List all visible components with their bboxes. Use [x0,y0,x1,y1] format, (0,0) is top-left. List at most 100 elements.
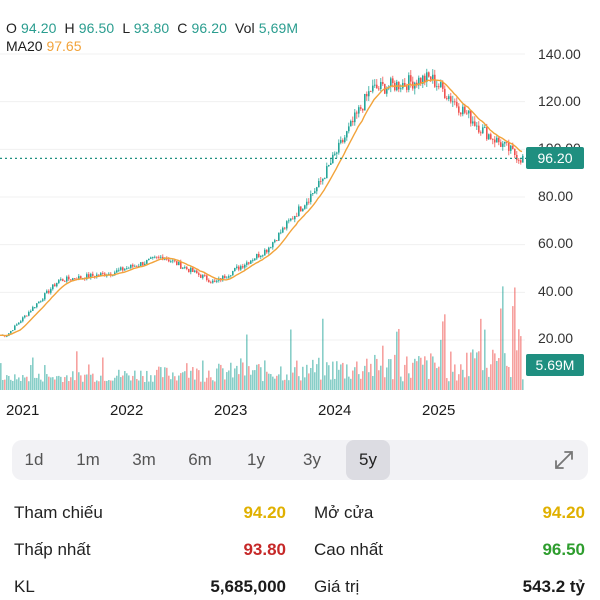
volume-bar [372,375,374,390]
y-tick-label: 20.00 [538,330,574,346]
volume-bar [24,377,26,390]
candle-body [456,101,458,107]
volume-bar [512,306,514,390]
volume-bar [136,379,138,390]
candle-body [482,127,484,134]
tab-3y[interactable]: 3y [303,450,321,469]
volume-bar [510,377,512,390]
candle-body [360,107,362,109]
candle-body [372,85,374,92]
volume-bar [416,361,418,390]
tab-6m[interactable]: 6m [188,450,212,469]
candle-body [184,267,186,268]
candle-body [146,260,148,264]
candle-body [188,269,190,273]
chart-canvas[interactable] [0,0,600,400]
volume-bar [12,380,14,390]
candle-body [282,227,284,233]
candle-body [466,112,468,114]
volume-bar [206,377,208,390]
ref-value: 94.20 [243,503,286,522]
volume-bar [88,364,90,390]
candle-body [72,278,74,281]
volume-bar [266,371,268,390]
candle-body [288,220,290,222]
volume-bar [230,362,232,390]
volume-bar [374,354,376,390]
low-key: L [122,20,130,36]
candle-body [434,74,436,87]
volume-bar [456,380,458,390]
candle-body [326,166,328,179]
candle-body [376,84,378,89]
volume-bar [182,372,184,390]
volume-bar [200,381,202,390]
volume-bar [272,376,274,390]
candle-body [250,260,252,264]
candle-body [208,280,210,283]
volume-bar [14,374,16,390]
volume-bar [154,375,156,390]
volume-bar [360,378,362,390]
low-stat-value: 93.80 [243,540,286,559]
candle-body [502,143,504,147]
volume-bar [94,381,96,390]
volume-bar [492,349,494,390]
candle-body [160,256,162,258]
candle-body [290,218,292,221]
candle-body [350,120,352,127]
volume-bar [122,375,124,390]
volume-bar [430,353,432,390]
tab-1m[interactable]: 1m [76,450,100,469]
volume-bar [174,376,176,390]
volume-bar [358,374,360,390]
volume-bar [392,379,394,390]
candle-body [118,269,120,271]
y-tick-label: 120.00 [538,93,581,109]
candle-body [48,290,50,293]
volume-bar [102,357,104,390]
volume-bar [142,376,144,390]
tab-1y[interactable]: 1y [247,450,265,469]
volume-bar [132,375,134,390]
expand-icon[interactable] [552,448,576,472]
candle-body [204,275,206,276]
candle-body [428,72,430,77]
volume-bar [344,378,346,390]
tab-5y[interactable]: 5y [346,440,390,480]
volume-bar [172,372,174,390]
tab-1d[interactable]: 1d [24,450,44,469]
price-chart[interactable]: O 94.20 H 96.50 L 93.80 C 96.20 Vol 5,69… [0,0,600,419]
volume-bar [242,362,244,390]
volume-bar [400,376,402,390]
volume-bar [204,381,206,390]
volume-bar [96,380,98,390]
volume-bar [104,380,106,390]
candle-body [194,270,196,272]
candle-body [400,88,402,90]
volume-bar [522,379,524,390]
volume-bar [128,375,130,390]
candle-body [164,258,166,260]
volume-bar [32,357,34,390]
volume-bar [432,356,434,390]
candle-body [308,201,310,203]
candle-body [516,154,518,161]
volume-bar [28,381,30,390]
candle-body [244,264,246,268]
candle-body [36,303,38,308]
candle-body [176,261,178,266]
high-value: 96.50 [78,20,115,36]
candle-body [332,154,334,164]
candle-body [418,77,420,86]
volume-bar [198,370,200,390]
tab-3m[interactable]: 3m [132,450,156,469]
volume-bar [150,375,152,390]
candle-body [436,86,438,88]
volume-bar [158,366,160,390]
candle-body [98,274,100,276]
candle-body [134,265,136,267]
candle-body [16,324,18,326]
volume-bar [194,379,196,390]
volume-bar [516,350,518,390]
